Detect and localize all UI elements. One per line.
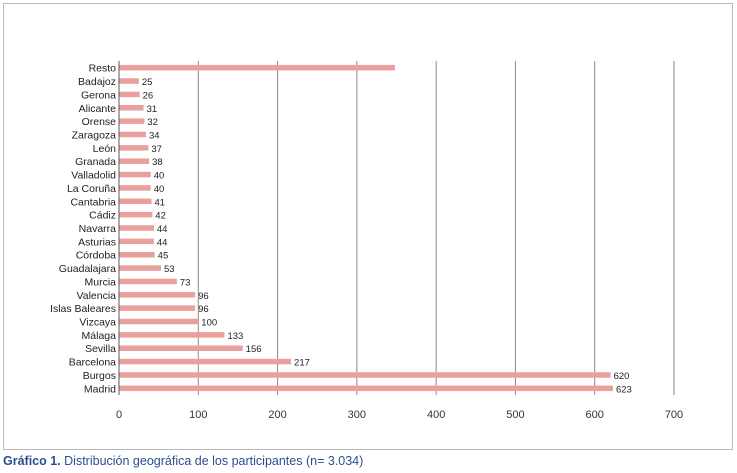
value-label: 37	[151, 144, 162, 155]
grid-lines	[118, 61, 675, 395]
category-label: Asturias	[78, 236, 116, 248]
value-label: 45	[158, 251, 169, 262]
value-label: 73	[180, 277, 191, 288]
value-label: 31	[147, 104, 158, 115]
bar	[119, 185, 151, 191]
bar	[119, 91, 140, 98]
category-label: Guadalajara	[59, 263, 116, 275]
bar	[119, 64, 395, 71]
category-label: Madrid	[84, 383, 116, 395]
bar	[119, 118, 145, 124]
category-label: Valencia	[77, 290, 117, 302]
category-label: Islas Baleares	[50, 303, 116, 315]
bar	[119, 358, 292, 365]
bar	[119, 345, 243, 351]
x-tick-label: 400	[427, 409, 445, 421]
category-label: Vizcaya	[79, 317, 116, 329]
bars	[119, 64, 613, 392]
value-label: 53	[164, 264, 175, 275]
category-label: Navarra	[79, 223, 117, 235]
category-label: Valladolid	[71, 170, 116, 182]
value-labels: 25 26 31 32 34 37 38 40 40 41 42 44 44 45 53 73 96 96 100 1…	[142, 77, 632, 395]
value-label: 26	[143, 90, 154, 101]
x-tick-label: 100	[189, 409, 207, 421]
figure-caption: Gráfico 1. Distribución geográfica de lo…	[3, 454, 363, 468]
category-label: Resto	[89, 63, 117, 75]
bar	[119, 318, 199, 325]
bar	[119, 265, 162, 271]
value-label: 96	[198, 291, 209, 302]
category-label: Murcia	[84, 276, 116, 288]
bar	[119, 251, 155, 258]
value-label: 620	[614, 371, 630, 382]
category-label: Gerona	[81, 89, 116, 101]
bar	[119, 211, 153, 218]
value-label: 40	[154, 171, 165, 182]
bar	[119, 305, 196, 311]
caption-label: Gráfico 1.	[3, 454, 61, 468]
x-tick-label: 500	[506, 409, 524, 421]
value-label: 32	[147, 117, 158, 128]
value-label: 41	[155, 197, 166, 208]
category-label: Zaragoza	[72, 129, 117, 141]
x-tick-label: 300	[348, 409, 366, 421]
caption-text: Distribución geográfica de los participa…	[64, 454, 364, 468]
value-label: 25	[142, 77, 153, 88]
value-label: 100	[201, 318, 217, 329]
category-label: Granada	[75, 156, 116, 168]
category-label: Alicante	[79, 103, 117, 115]
bar	[119, 171, 151, 178]
category-label: Cádiz	[89, 210, 116, 222]
value-label: 217	[294, 358, 310, 369]
value-label: 156	[246, 344, 262, 355]
value-label: 34	[149, 130, 160, 141]
bar	[119, 198, 152, 205]
category-label: Sevilla	[85, 343, 116, 355]
category-label: Burgos	[83, 370, 116, 382]
category-label: Badajoz	[78, 76, 116, 88]
value-label: 623	[616, 384, 632, 395]
bar	[119, 238, 154, 245]
value-label: 42	[155, 211, 166, 222]
bar	[119, 78, 139, 84]
bar	[119, 278, 177, 285]
bar	[119, 372, 611, 378]
value-label: 44	[157, 237, 168, 248]
bar	[119, 225, 154, 231]
x-tick-labels: 0 100 200 300 400 500 600 700	[116, 409, 683, 421]
category-label: La Coruña	[67, 183, 116, 195]
category-label: Málaga	[82, 330, 117, 342]
bar	[119, 105, 144, 111]
x-tick-label: 200	[268, 409, 286, 421]
category-label: León	[93, 143, 117, 155]
value-label: 44	[157, 224, 168, 235]
value-label: 40	[154, 184, 165, 195]
value-label: 96	[198, 304, 209, 315]
bar	[119, 332, 225, 338]
category-label: Barcelona	[69, 357, 116, 369]
x-tick-label: 0	[116, 409, 122, 421]
bar	[119, 292, 196, 298]
bar	[119, 385, 613, 392]
bar	[119, 145, 149, 151]
x-tick-label: 600	[586, 409, 604, 421]
value-label: 38	[152, 157, 163, 168]
category-label: Cantabria	[70, 196, 116, 208]
category-label: Orense	[82, 116, 117, 128]
value-label: 133	[227, 331, 243, 342]
x-tick-label: 700	[665, 409, 683, 421]
bar	[119, 131, 146, 138]
bar	[119, 158, 150, 164]
category-label: Córdoba	[76, 250, 116, 262]
